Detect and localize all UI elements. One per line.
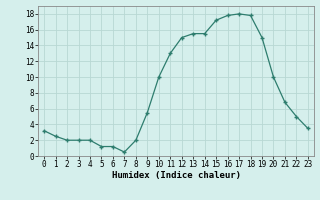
X-axis label: Humidex (Indice chaleur): Humidex (Indice chaleur) (111, 171, 241, 180)
